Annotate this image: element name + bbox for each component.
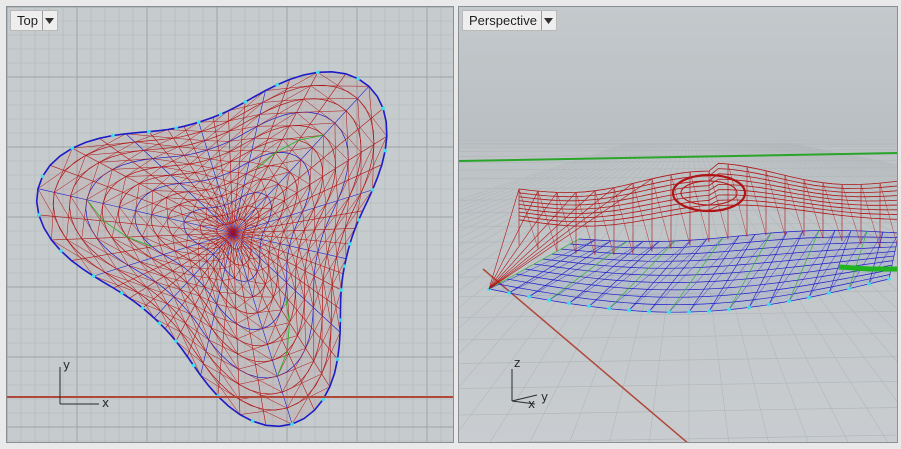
mesh-spoke <box>99 138 234 234</box>
mesh-spoke <box>232 79 291 234</box>
top-viewport[interactable]: y x Top <box>6 6 454 443</box>
control-point <box>196 120 201 124</box>
control-point <box>727 307 731 312</box>
control-point <box>70 146 75 151</box>
mesh-spoke <box>164 232 234 330</box>
control-point <box>547 298 551 303</box>
mesh-spoke <box>232 73 346 234</box>
mesh-spoke <box>232 232 350 245</box>
control-point <box>339 288 343 292</box>
mesh-spoke <box>212 117 234 234</box>
mesh-spoke <box>183 126 234 234</box>
perspective-view-canvas[interactable]: z x y <box>459 7 898 443</box>
top-view-canvas[interactable]: y x <box>7 7 454 443</box>
control-point <box>647 309 651 314</box>
mesh-spoke <box>187 232 234 357</box>
control-point <box>36 213 41 217</box>
control-point <box>707 309 711 313</box>
control-point <box>767 302 771 307</box>
mesh-spoke <box>232 108 384 234</box>
control-point <box>527 294 531 299</box>
perspective-viewport-title-tab[interactable]: Perspective <box>462 10 557 31</box>
mesh-spoke <box>232 164 382 234</box>
axis-label-z: z <box>514 356 520 370</box>
control-point <box>157 321 162 326</box>
mesh-spoke <box>232 232 344 275</box>
axis-label-x: x <box>528 397 535 411</box>
axis-label-y: y <box>541 390 548 404</box>
control-point <box>218 112 223 117</box>
viewport-title-perspective[interactable]: Perspective <box>469 13 537 28</box>
mesh-spoke <box>148 131 234 234</box>
canopy-opening <box>671 173 747 213</box>
viewport-title-top[interactable]: Top <box>17 13 38 28</box>
axis-label-y: y <box>63 358 70 372</box>
control-point <box>59 249 63 253</box>
control-point <box>827 291 831 296</box>
control-point <box>348 242 352 246</box>
control-point <box>191 363 196 368</box>
mesh-spoke <box>217 232 234 397</box>
control-point <box>587 304 591 309</box>
x-axis-line-perspective <box>482 268 688 442</box>
control-point <box>381 106 385 111</box>
top-viewport-title-tab[interactable]: Top <box>10 10 58 31</box>
control-point <box>147 129 151 134</box>
control-point <box>807 295 811 300</box>
control-point <box>627 308 631 313</box>
mesh-top-view[interactable] <box>35 70 388 428</box>
control-point <box>174 126 178 130</box>
mesh-spoke <box>232 101 246 234</box>
control-point <box>747 305 751 310</box>
green-strip <box>838 264 897 272</box>
control-point <box>290 422 294 426</box>
dropdown-arrow-icon[interactable] <box>540 11 556 30</box>
mesh-spoke <box>49 165 234 234</box>
control-point <box>250 419 255 424</box>
mesh-spoke <box>232 232 267 426</box>
control-point <box>787 299 791 304</box>
mesh-spoke <box>232 232 341 310</box>
control-point <box>356 218 361 222</box>
control-point <box>338 318 343 322</box>
mesh-spoke <box>232 232 315 411</box>
world-axes-widget-perspective: z x y <box>511 356 548 411</box>
control-point <box>321 397 325 402</box>
dropdown-arrow-icon[interactable] <box>41 11 57 30</box>
mesh-spoke <box>142 232 234 309</box>
control-point <box>847 286 851 291</box>
y-axis-line <box>459 152 897 162</box>
control-point <box>111 133 115 138</box>
world-axes-widget: y x <box>59 358 109 410</box>
control-point <box>91 274 96 278</box>
control-point <box>315 70 320 75</box>
mesh-spoke <box>232 210 363 234</box>
control-point <box>507 291 511 295</box>
control-point <box>40 174 45 179</box>
mesh-spoke <box>113 232 234 289</box>
control-point <box>370 188 375 192</box>
control-point <box>120 291 124 295</box>
control-point <box>607 306 611 311</box>
mesh-spoke <box>38 214 234 234</box>
control-point <box>174 339 178 343</box>
control-point <box>335 357 340 361</box>
control-point <box>687 310 691 314</box>
mesh-perspective-view[interactable] <box>487 162 898 314</box>
control-point <box>243 100 247 104</box>
control-point <box>275 82 279 87</box>
control-point <box>356 76 361 81</box>
control-point <box>383 148 387 153</box>
control-point <box>140 306 145 310</box>
axis-label-x: x <box>102 396 109 410</box>
control-point <box>867 282 871 286</box>
control-point <box>887 277 891 281</box>
control-point <box>342 264 347 268</box>
control-point <box>667 310 671 314</box>
control-point <box>567 301 571 306</box>
perspective-viewport[interactable]: z x y Perspective <box>458 6 898 443</box>
